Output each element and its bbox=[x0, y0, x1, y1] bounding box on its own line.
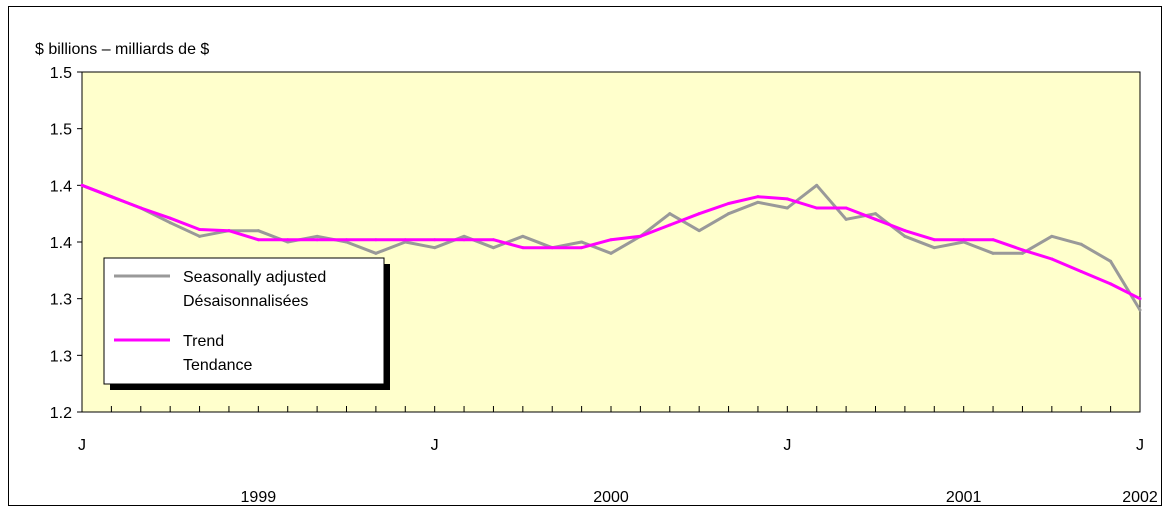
data-point-seasonally-adjusted bbox=[345, 240, 348, 244]
legend-label-tendance: Tendance bbox=[183, 357, 252, 374]
legend-label-trend: Trend bbox=[183, 333, 224, 350]
data-point-seasonally-adjusted bbox=[256, 229, 260, 233]
data-point-seasonally-adjusted bbox=[874, 212, 877, 216]
data-point-trend bbox=[286, 238, 290, 242]
data-point-trend bbox=[109, 195, 113, 199]
data-point-trend bbox=[345, 238, 348, 242]
data-point-trend bbox=[609, 238, 613, 242]
data-point-seasonally-adjusted bbox=[1050, 234, 1054, 238]
data-point-seasonally-adjusted bbox=[403, 240, 407, 244]
data-point-trend bbox=[668, 223, 672, 227]
data-point-trend bbox=[903, 229, 907, 233]
x-year-label: 1999 bbox=[241, 489, 277, 506]
data-point-trend bbox=[80, 183, 84, 187]
data-point-trend bbox=[1109, 282, 1113, 286]
data-point-trend bbox=[315, 238, 319, 242]
data-point-trend bbox=[756, 195, 760, 199]
y-tick-label: 1.3 bbox=[50, 348, 72, 365]
y-tick-label: 1.5 bbox=[50, 122, 72, 139]
data-point-seasonally-adjusted bbox=[697, 229, 701, 233]
data-point-trend bbox=[844, 206, 848, 210]
data-point-trend bbox=[697, 212, 701, 216]
x-year-label: 2002 bbox=[1122, 489, 1158, 506]
data-point-trend bbox=[991, 238, 995, 242]
x-year-label: 2000 bbox=[593, 489, 629, 506]
data-point-trend bbox=[521, 246, 525, 250]
y-tick-label: 1.3 bbox=[50, 292, 72, 309]
legend-label-desaisonnalisees: Désaisonnalisées bbox=[183, 293, 308, 310]
data-point-trend bbox=[198, 228, 202, 232]
data-point-trend bbox=[1138, 297, 1142, 301]
data-point-trend bbox=[1020, 248, 1024, 252]
data-point-seasonally-adjusted bbox=[903, 234, 907, 238]
data-point-seasonally-adjusted bbox=[286, 240, 290, 244]
x-month-label: J bbox=[783, 437, 791, 454]
x-month-label: J bbox=[78, 437, 86, 454]
data-point-seasonally-adjusted bbox=[198, 234, 202, 238]
data-point-trend bbox=[638, 234, 642, 238]
data-point-seasonally-adjusted bbox=[727, 212, 731, 216]
legend-label-seasonally-adjusted: Seasonally adjusted bbox=[183, 269, 326, 286]
data-point-seasonally-adjusted bbox=[785, 206, 789, 210]
data-point-seasonally-adjusted bbox=[1109, 259, 1113, 263]
data-point-trend bbox=[491, 238, 495, 242]
data-point-seasonally-adjusted bbox=[315, 234, 319, 238]
x-month-label: J bbox=[1136, 437, 1144, 454]
data-point-seasonally-adjusted bbox=[433, 246, 437, 250]
data-point-trend bbox=[227, 229, 231, 233]
data-point-trend bbox=[815, 206, 819, 210]
data-point-seasonally-adjusted bbox=[491, 246, 495, 250]
y-tick-label: 1.4 bbox=[50, 235, 72, 252]
data-point-trend bbox=[962, 238, 966, 242]
data-point-trend bbox=[403, 238, 407, 242]
y-tick-label: 1.4 bbox=[50, 178, 72, 195]
data-point-trend bbox=[256, 238, 260, 242]
y-tick-label: 1.2 bbox=[50, 405, 72, 422]
data-point-trend bbox=[727, 201, 731, 205]
data-point-trend bbox=[1050, 257, 1054, 261]
data-point-trend bbox=[932, 238, 936, 242]
data-point-trend bbox=[874, 217, 877, 221]
data-point-trend bbox=[168, 216, 172, 220]
data-point-trend bbox=[580, 246, 584, 250]
data-point-trend bbox=[433, 238, 437, 242]
data-point-seasonally-adjusted bbox=[521, 234, 525, 238]
data-point-seasonally-adjusted bbox=[756, 200, 760, 204]
data-point-seasonally-adjusted bbox=[168, 221, 172, 225]
data-point-seasonally-adjusted bbox=[962, 240, 966, 244]
data-point-seasonally-adjusted bbox=[932, 246, 936, 250]
data-point-seasonally-adjusted bbox=[580, 240, 584, 244]
x-month-label: J bbox=[431, 437, 439, 454]
data-point-trend bbox=[374, 238, 378, 242]
data-point-seasonally-adjusted bbox=[844, 217, 848, 221]
data-point-trend bbox=[462, 238, 466, 242]
data-point-trend bbox=[785, 197, 789, 201]
data-point-seasonally-adjusted bbox=[462, 234, 466, 238]
data-point-seasonally-adjusted bbox=[374, 251, 378, 255]
data-point-seasonally-adjusted bbox=[1138, 308, 1142, 312]
data-point-seasonally-adjusted bbox=[668, 212, 672, 216]
data-point-seasonally-adjusted bbox=[815, 183, 819, 187]
x-year-label: 2001 bbox=[946, 489, 982, 506]
data-point-seasonally-adjusted bbox=[609, 251, 613, 255]
data-point-seasonally-adjusted bbox=[991, 251, 995, 255]
data-point-trend bbox=[1079, 269, 1083, 273]
data-point-trend bbox=[139, 206, 143, 210]
data-point-trend bbox=[550, 246, 554, 250]
y-tick-label: 1.5 bbox=[50, 65, 72, 82]
legend: Seasonally adjusted Désaisonnalisées Tre… bbox=[103, 257, 390, 390]
data-point-seasonally-adjusted bbox=[1079, 242, 1083, 246]
unit-label: $ billions – milliards de $ bbox=[35, 41, 209, 58]
legend-box bbox=[103, 257, 385, 385]
data-point-seasonally-adjusted bbox=[1020, 251, 1024, 255]
